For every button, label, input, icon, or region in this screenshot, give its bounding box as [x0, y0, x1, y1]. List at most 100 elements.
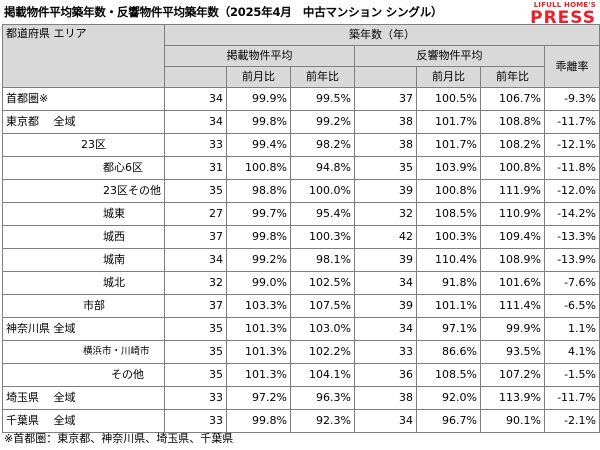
listing-yoy-cell: 95.4%	[290, 202, 355, 226]
table-row: 城北 32 99.0% 102.5% 34 91.8% 101.6% -7.6%	[2, 271, 600, 295]
area-cell: 神奈川県 全域	[2, 317, 165, 341]
response-average-header: 反響物件平均	[354, 45, 545, 67]
divergence-cell: 1.1%	[544, 317, 600, 341]
divergence-cell: -1.5%	[544, 363, 600, 387]
response-yoy-cell: 106.7%	[480, 87, 545, 111]
listing-mom-cell: 101.3%	[226, 340, 291, 364]
divergence-cell: -13.9%	[544, 248, 600, 272]
listing-yoy-cell: 107.5%	[290, 294, 355, 318]
response-yoy-cell: 99.9%	[480, 317, 545, 341]
listing-age-cell: 34	[164, 87, 227, 111]
listing-mom-cell: 99.0%	[226, 271, 291, 295]
area-cell: 横浜市・川崎市	[2, 340, 165, 364]
response-age-cell: 36	[354, 363, 417, 387]
response-age-cell: 39	[354, 179, 417, 203]
response-mom-cell: 96.7%	[416, 409, 481, 433]
response-age-cell: 38	[354, 386, 417, 410]
response-mom-cell: 103.9%	[416, 156, 481, 180]
area-column-header: 都道府県 エリア	[2, 24, 165, 88]
listing-yoy-cell: 100.0%	[290, 179, 355, 203]
listing-mom-cell: 99.4%	[226, 133, 291, 157]
area-cell: 東京都 全域	[2, 110, 165, 134]
unit-header: 築年数（年）	[164, 24, 600, 46]
divergence-cell: 4.1%	[544, 340, 600, 364]
divergence-header: 乖離率	[544, 45, 600, 88]
area-cell: 市部	[2, 294, 165, 318]
table-body: 首都圏※ 34 99.9% 99.5% 37 100.5% 106.7% -9.3% 東京都 全…	[2, 87, 600, 433]
age-table: 都道府県 エリア 築年数（年） 掲載物件平均 反響物件平均 乖離率 前月比 前年…	[2, 24, 600, 433]
listing-age-cell: 31	[164, 156, 227, 180]
listing-age-cell: 34	[164, 248, 227, 272]
response-age-cell: 39	[354, 248, 417, 272]
response-mom-cell: 86.6%	[416, 340, 481, 364]
listing-age-header-blank	[164, 66, 227, 88]
divergence-cell: -11.7%	[544, 386, 600, 410]
listing-yoy-cell: 96.3%	[290, 386, 355, 410]
listing-age-cell: 33	[164, 409, 227, 433]
response-yoy-cell: 113.9%	[480, 386, 545, 410]
listing-yoy-cell: 99.2%	[290, 110, 355, 134]
listing-mom-cell: 99.8%	[226, 110, 291, 134]
listing-mom-header: 前月比	[226, 66, 291, 88]
area-cell: その他	[2, 363, 165, 387]
area-cell: 城南	[2, 248, 165, 272]
response-yoy-cell: 111.9%	[480, 179, 545, 203]
listing-yoy-cell: 92.3%	[290, 409, 355, 433]
response-yoy-cell: 93.5%	[480, 340, 545, 364]
listing-yoy-cell: 102.2%	[290, 340, 355, 364]
table-row: 城南 34 99.2% 98.1% 39 110.4% 108.9% -13.9%	[2, 248, 600, 272]
response-yoy-cell: 108.9%	[480, 248, 545, 272]
listing-mom-cell: 100.8%	[226, 156, 291, 180]
response-age-cell: 32	[354, 202, 417, 226]
listing-age-cell: 35	[164, 363, 227, 387]
divergence-cell: -6.5%	[544, 294, 600, 318]
table-row: 23区その他 35 98.8% 100.0% 39 100.8% 111.9% -12.0%	[2, 179, 600, 203]
report-title: 掲載物件平均築年数・反響物件平均築年数（2025年4月 中古マンション シングル…	[4, 5, 443, 19]
listing-mom-cell: 99.9%	[226, 87, 291, 111]
table-row: 都心6区 31 100.8% 94.8% 35 103.9% 100.8% -11.8%	[2, 156, 600, 180]
response-age-cell: 42	[354, 225, 417, 249]
response-yoy-cell: 110.9%	[480, 202, 545, 226]
table-row: 首都圏※ 34 99.9% 99.5% 37 100.5% 106.7% -9.3%	[2, 87, 600, 111]
listing-yoy-cell: 102.5%	[290, 271, 355, 295]
brand-logo: LIFULL HOME'S PRESS	[530, 1, 596, 27]
listing-age-cell: 37	[164, 294, 227, 318]
response-yoy-cell: 108.2%	[480, 133, 545, 157]
response-mom-cell: 101.7%	[416, 133, 481, 157]
area-cell: 23区その他	[2, 179, 165, 203]
listing-age-cell: 35	[164, 317, 227, 341]
table-row: 東京都 全域 34 99.8% 99.2% 38 101.7% 108.8% -11.7%	[2, 110, 600, 134]
divergence-cell: -14.2%	[544, 202, 600, 226]
response-age-cell: 34	[354, 271, 417, 295]
listing-age-cell: 33	[164, 386, 227, 410]
response-age-cell: 39	[354, 294, 417, 318]
response-age-cell: 35	[354, 156, 417, 180]
listing-mom-cell: 97.2%	[226, 386, 291, 410]
response-age-cell: 37	[354, 87, 417, 111]
response-yoy-cell: 111.4%	[480, 294, 545, 318]
response-age-cell: 34	[354, 409, 417, 433]
table-row: 横浜市・川崎市 35 101.3% 102.2% 33 86.6% 93.5% 4.1%	[2, 340, 600, 364]
brand-small-text: LIFULL HOME'S	[533, 1, 596, 9]
response-age-cell: 38	[354, 110, 417, 134]
listing-mom-cell: 101.3%	[226, 317, 291, 341]
listing-yoy-header: 前年比	[290, 66, 355, 88]
listing-age-cell: 33	[164, 133, 227, 157]
response-age-cell: 33	[354, 340, 417, 364]
divergence-cell: -11.8%	[544, 156, 600, 180]
response-mom-cell: 110.4%	[416, 248, 481, 272]
listing-mom-cell: 99.8%	[226, 409, 291, 433]
listing-age-cell: 27	[164, 202, 227, 226]
area-cell: 都心6区	[2, 156, 165, 180]
listing-yoy-cell: 94.8%	[290, 156, 355, 180]
response-mom-cell: 100.8%	[416, 179, 481, 203]
listing-mom-cell: 98.8%	[226, 179, 291, 203]
listing-mom-cell: 101.3%	[226, 363, 291, 387]
divergence-cell: -7.6%	[544, 271, 600, 295]
table-row: 城西 37 99.8% 100.3% 42 100.3% 109.4% -13.3%	[2, 225, 600, 249]
footnote: ※首都圏：東京都、神奈川県、埼玉県、千葉県	[4, 432, 234, 445]
response-mom-cell: 108.5%	[416, 202, 481, 226]
response-yoy-header: 前年比	[480, 66, 545, 88]
divergence-cell: -2.1%	[544, 409, 600, 433]
table-row: 23区 33 99.4% 98.2% 38 101.7% 108.2% -12.1%	[2, 133, 600, 157]
